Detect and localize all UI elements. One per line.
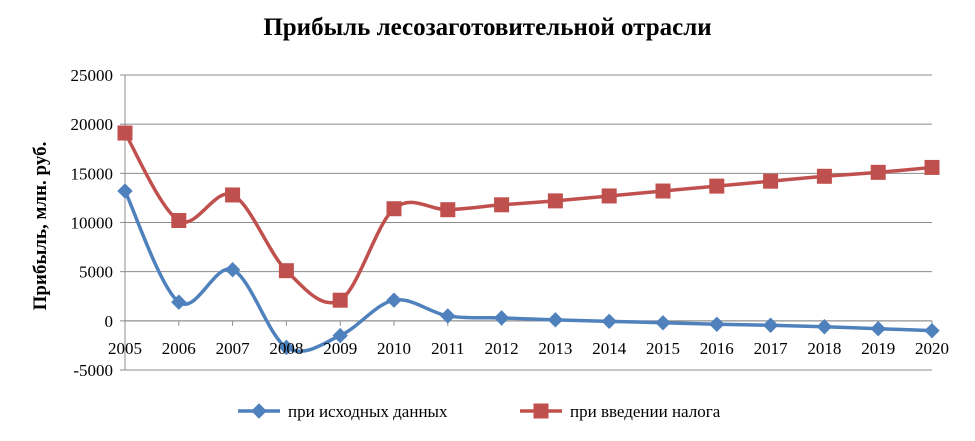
x-tick-label: 2018 (807, 339, 841, 358)
data-point (171, 294, 187, 310)
x-tick-label: 2016 (700, 339, 734, 358)
x-tick-label: 2013 (538, 339, 572, 358)
legend-marker (251, 403, 267, 419)
legend-marker (533, 403, 549, 419)
data-point (709, 316, 725, 332)
data-point (117, 125, 133, 141)
data-point (386, 201, 402, 217)
legend-label: при введении налога (570, 402, 721, 421)
data-point (762, 317, 779, 333)
y-tick-label: 0 (105, 312, 114, 331)
chart-title: Прибыль лесозаготовительной отрасли (263, 14, 712, 41)
data-point (386, 292, 402, 308)
data-point (224, 261, 241, 278)
x-tick-label: 2010 (377, 339, 411, 358)
x-tick-label: 2011 (431, 339, 464, 358)
y-tick-labels: 25000 20000 15000 10000 5000 0 -5000 (71, 66, 114, 380)
x-tick-label: 2017 (754, 339, 789, 358)
legend-label: при исходных данных (288, 402, 448, 421)
x-tick-label: 2006 (162, 339, 196, 358)
data-point (332, 292, 348, 308)
x-tick-label: 2020 (915, 339, 949, 358)
y-tick-label: 10000 (71, 214, 114, 233)
series-line (123, 190, 933, 354)
data-point (332, 327, 348, 344)
y-axis-label: Прибыль, млн. руб. (30, 142, 51, 311)
data-point (494, 197, 510, 213)
series-1 (117, 183, 940, 356)
data-point (278, 339, 295, 356)
x-tick-label: 2005 (108, 339, 142, 358)
x-tick-label: 2019 (861, 339, 895, 358)
data-point (816, 319, 833, 335)
data-point (601, 188, 617, 204)
data-point (493, 310, 510, 326)
axes (120, 74, 933, 371)
data-point (870, 164, 886, 180)
series-lines (117, 125, 940, 356)
x-tick-label: 2009 (323, 339, 357, 358)
data-point (709, 178, 725, 194)
data-point (117, 183, 133, 199)
data-point (924, 322, 940, 339)
data-point (547, 312, 564, 328)
legend-item-1: при исходных данных (238, 402, 448, 421)
data-point (278, 263, 294, 279)
data-point (225, 187, 241, 203)
x-tick-label: 2008 (269, 339, 303, 358)
y-tick-label: 15000 (71, 164, 114, 183)
data-point (440, 308, 456, 324)
data-point (763, 173, 779, 189)
series-line (123, 132, 933, 305)
data-point (440, 202, 456, 218)
data-point (924, 159, 940, 175)
legend-item-2: при введении налога (520, 402, 721, 421)
data-point (601, 313, 617, 330)
x-tick-label: 2015 (646, 339, 680, 358)
data-point (816, 168, 832, 184)
x-tick-label: 2012 (485, 339, 519, 358)
data-point (655, 183, 671, 199)
y-tick-label: -5000 (73, 361, 113, 380)
y-tick-label: 5000 (79, 263, 113, 282)
y-tick-label: 20000 (71, 115, 114, 134)
series-2 (117, 125, 940, 308)
x-tick-label: 2007 (216, 339, 251, 358)
data-point (870, 320, 886, 337)
data-point (171, 213, 187, 229)
x-tick-labels: 2005 2006 2007 2008 2009 2010 2011 2012 2013 2014… (108, 339, 949, 358)
legend: при исходных данных при введении налога (238, 402, 721, 421)
x-tick-label: 2014 (592, 339, 627, 358)
data-point (547, 193, 563, 209)
data-point (655, 315, 671, 331)
y-tick-label: 25000 (71, 66, 114, 85)
